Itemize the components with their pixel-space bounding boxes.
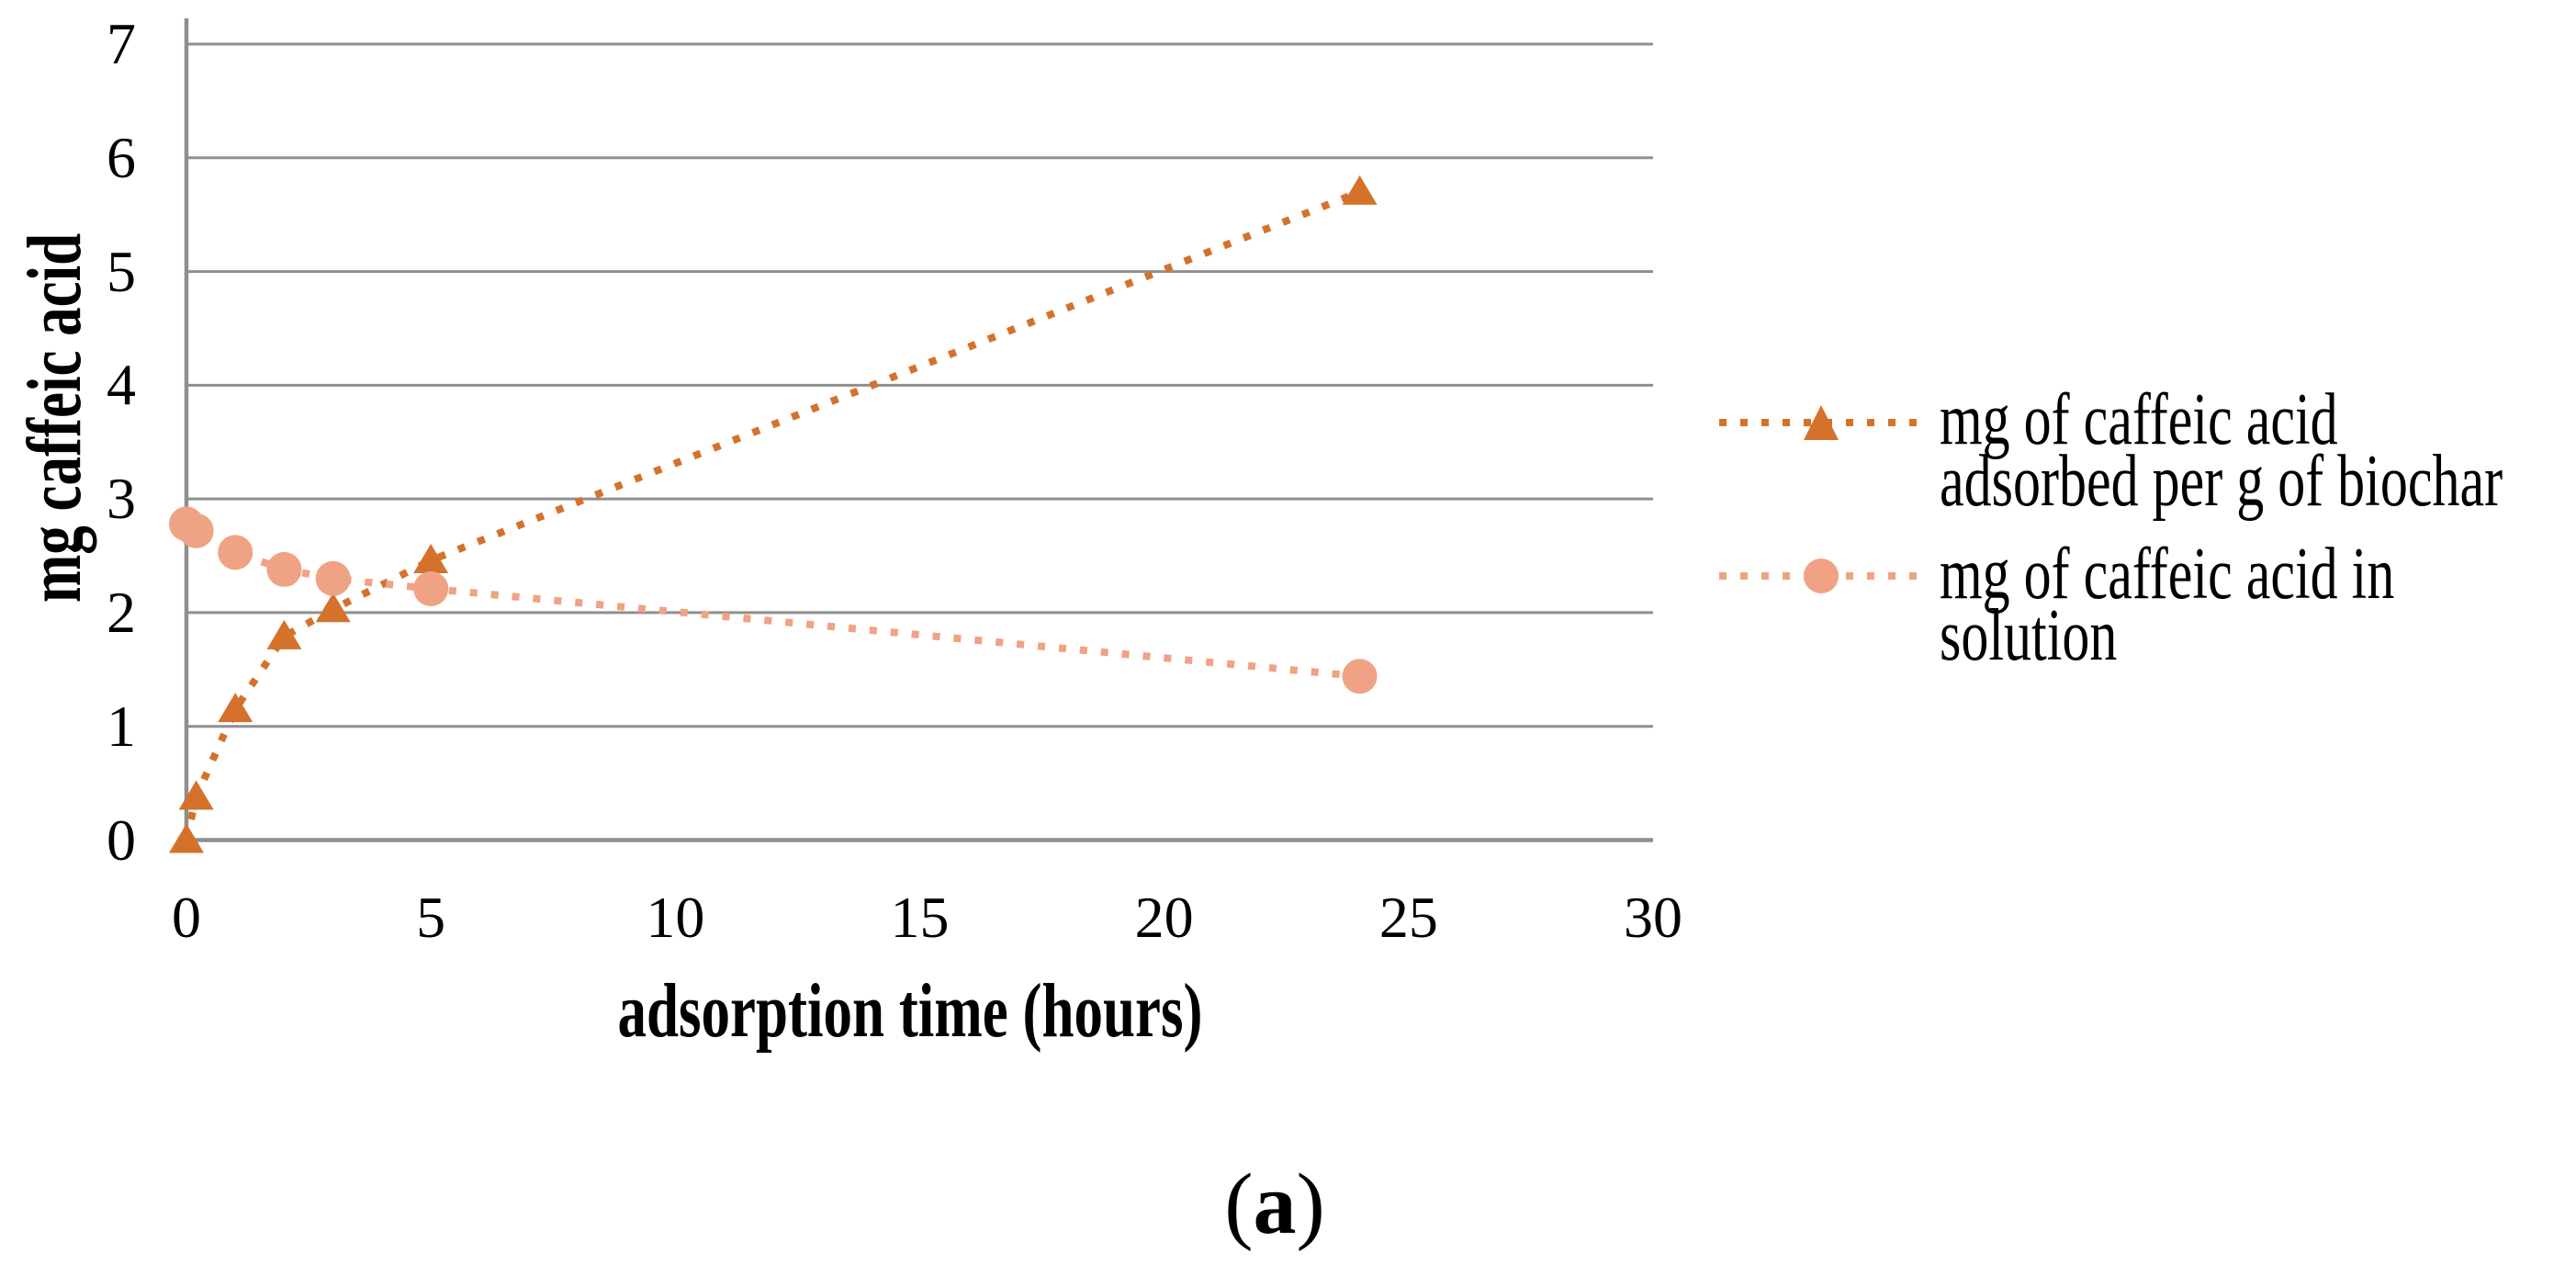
legend-label-line: solution — [1940, 595, 2118, 676]
data-point-circle — [1342, 659, 1378, 694]
data-point-circle — [218, 535, 253, 570]
y-tick-label: 2 — [107, 579, 136, 645]
data-point-triangle — [413, 543, 449, 573]
legend-marker-triangle-icon — [1719, 405, 1919, 440]
x-tick-label: 30 — [1624, 885, 1682, 950]
caption-letter: a — [1253, 1157, 1297, 1252]
x-tick-label: 10 — [646, 885, 705, 950]
legend-label-line: adsorbed per g of biochar — [1940, 441, 2503, 522]
y-tick-label: 6 — [107, 124, 136, 190]
data-point-circle — [315, 560, 351, 596]
data-point-triangle — [315, 592, 351, 623]
x-tick-label: 25 — [1378, 885, 1438, 950]
x-tick-label: 0 — [172, 885, 201, 950]
x-tick-label: 15 — [890, 885, 950, 950]
series-line-1 — [184, 521, 1360, 681]
data-point-triangle — [266, 619, 302, 649]
legend-label-solution: mg of caffeic acid in solution — [1940, 534, 2395, 676]
legend-marker-circle-icon — [1719, 559, 1919, 593]
y-axis-title: mg caffeic acid — [12, 232, 97, 604]
y-tick-label: 7 — [107, 11, 136, 76]
x-tick-label: 20 — [1134, 885, 1194, 950]
y-tick-label: 3 — [107, 466, 136, 532]
y-tick-label: 4 — [107, 352, 136, 418]
x-axis-title: adsorption time (hours) — [617, 968, 1203, 1054]
data-point-circle — [413, 570, 449, 606]
data-point-triangle — [1342, 175, 1378, 205]
data-point-triangle — [169, 823, 204, 853]
series-line-0 — [183, 188, 1362, 841]
y-tick-label: 1 — [107, 693, 136, 759]
y-tick-label: 0 — [107, 807, 136, 873]
data-point-triangle — [178, 780, 214, 810]
panel-caption: (a) — [1224, 1155, 1325, 1254]
legend-label-line: mg of caffeic acid in — [1940, 534, 2395, 615]
legend-label-adsorbed: mg of caffeic acid adsorbed per g of bio… — [1940, 379, 2503, 522]
legend-label-line: mg of caffeic acid — [1940, 379, 2338, 460]
data-point-circle — [178, 513, 214, 548]
data-point-circle — [266, 551, 302, 587]
x-tick-label: 5 — [416, 885, 446, 950]
data-point-triangle — [218, 693, 253, 723]
caption-paren-open: ( — [1224, 1157, 1254, 1252]
caption-paren-close: ) — [1296, 1157, 1325, 1252]
y-tick-label: 5 — [107, 238, 136, 304]
